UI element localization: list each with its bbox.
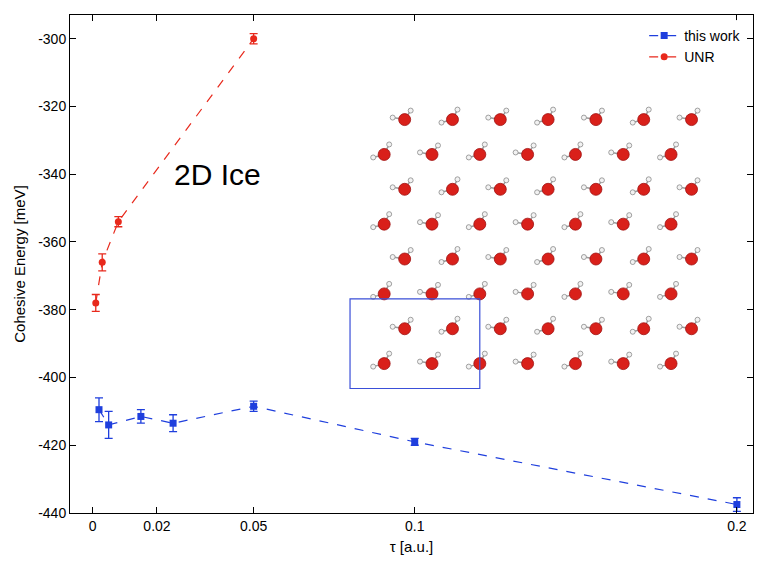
svg-text:-400: -400 xyxy=(38,369,66,385)
svg-text:this work: this work xyxy=(684,28,740,44)
svg-text:-440: -440 xyxy=(38,505,66,521)
svg-text:-380: -380 xyxy=(38,302,66,318)
svg-text:τ [a.u.]: τ [a.u.] xyxy=(390,538,433,555)
svg-text:0: 0 xyxy=(89,518,97,534)
svg-text:0.1: 0.1 xyxy=(405,518,425,534)
svg-text:-300: -300 xyxy=(38,31,66,47)
svg-text:2D Ice: 2D Ice xyxy=(174,158,261,191)
svg-text:0.02: 0.02 xyxy=(143,518,170,534)
svg-text:UNR: UNR xyxy=(684,49,714,65)
svg-text:-320: -320 xyxy=(38,98,66,114)
svg-text:0.2: 0.2 xyxy=(727,518,747,534)
svg-text:-420: -420 xyxy=(38,437,66,453)
svg-text:-360: -360 xyxy=(38,234,66,250)
svg-text:0.05: 0.05 xyxy=(240,518,267,534)
svg-text:Cohesive Energy [meV]: Cohesive Energy [meV] xyxy=(11,185,28,343)
svg-text:-340: -340 xyxy=(38,166,66,182)
